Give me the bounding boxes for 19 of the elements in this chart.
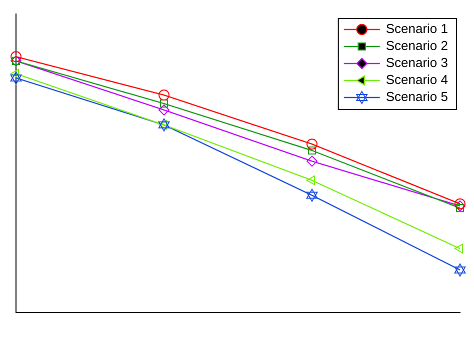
legend-label: Scenario 3 (386, 55, 448, 70)
point (454, 263, 466, 276)
point (306, 156, 318, 167)
point (10, 71, 22, 84)
point (456, 204, 464, 212)
point (306, 176, 315, 186)
legend-label: Scenario 2 (386, 38, 448, 54)
point (454, 244, 463, 254)
point (158, 118, 170, 132)
point (306, 188, 318, 202)
point (10, 51, 22, 62)
legend-label: Scenario 1 (386, 21, 448, 36)
point (158, 90, 170, 101)
legend-label: Scenario 4 (386, 72, 448, 88)
legend-label: Scenario 5 (386, 89, 448, 104)
point (158, 104, 170, 116)
point (306, 138, 318, 150)
point (160, 100, 168, 108)
point (308, 146, 316, 155)
